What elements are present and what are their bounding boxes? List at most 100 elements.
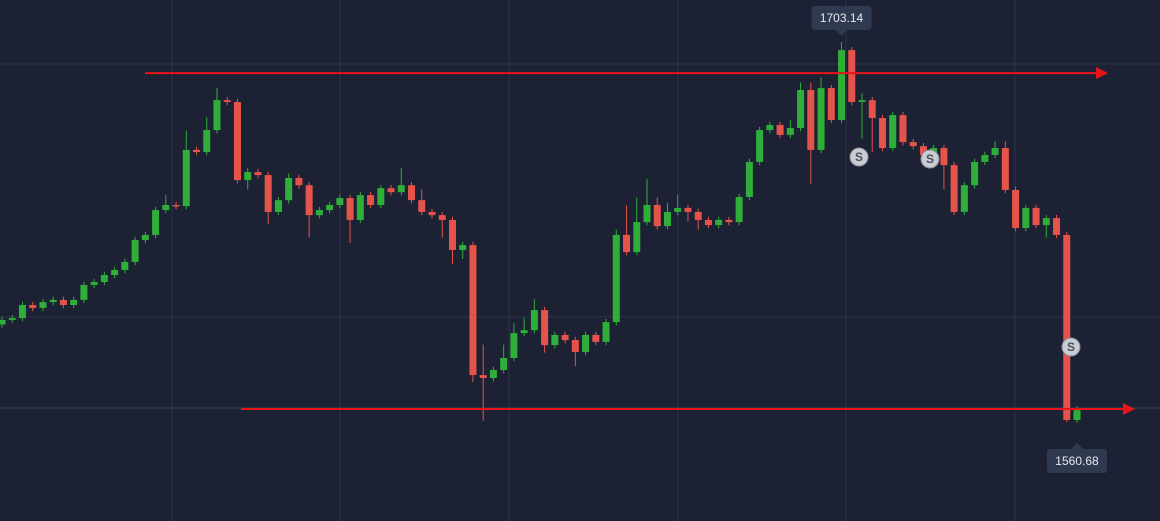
candle-body (500, 357, 508, 370)
candle-body (909, 142, 917, 147)
candle-body (919, 146, 927, 155)
candle-body (213, 100, 221, 131)
candle-body (152, 210, 160, 235)
candle-body (960, 185, 968, 212)
candle-body (70, 299, 78, 306)
candle-body (479, 375, 487, 379)
candle-body (674, 207, 682, 212)
price-tag-label: 1560.68 (1055, 454, 1099, 468)
price-tag (1047, 449, 1107, 473)
candle-body (541, 310, 549, 346)
candle-body (1012, 190, 1020, 228)
candle-body (100, 275, 108, 283)
candle-body (233, 102, 241, 181)
candle-body (725, 219, 733, 223)
candle-body (182, 149, 190, 207)
candle-body (704, 219, 712, 226)
candle-body (981, 154, 989, 162)
candle-body (940, 148, 948, 166)
price-tag-label: 1703.14 (820, 11, 864, 25)
candle-body (141, 234, 149, 241)
candle-body (602, 322, 610, 342)
candle-body (950, 165, 958, 212)
candle-body (469, 245, 477, 376)
candle-body (889, 115, 897, 149)
candle-body (254, 172, 262, 176)
candle-body (59, 299, 67, 306)
candle-body (39, 302, 47, 308)
candle-body (489, 369, 497, 379)
candle-body (274, 200, 282, 212)
candle-body (438, 215, 446, 220)
candle-body (971, 161, 979, 186)
candle-body (193, 149, 201, 153)
price-tag-pointer (1071, 443, 1083, 449)
candle-body (346, 198, 354, 220)
candle-body (684, 207, 692, 212)
candle-body (838, 50, 846, 120)
candle-body (49, 299, 57, 303)
candle-body (551, 334, 559, 346)
candle-body (858, 100, 866, 103)
candle-body (285, 177, 293, 201)
candle-body (868, 100, 876, 119)
event-marker-label: S (855, 150, 863, 164)
candle-body (1001, 148, 1009, 191)
candle-body (520, 330, 528, 334)
candle-body (0, 319, 6, 325)
candle-body (510, 333, 518, 358)
event-marker (920, 149, 940, 169)
candle-body (623, 234, 631, 253)
candle-body (408, 185, 416, 201)
candle-body (786, 127, 794, 135)
candle-body (336, 198, 344, 205)
candle-body (121, 261, 129, 270)
candle-body (315, 210, 323, 216)
candle-body (295, 177, 303, 186)
candle-body (745, 161, 753, 197)
candle-body (326, 204, 334, 211)
candle-body (1053, 218, 1061, 235)
candle-body (418, 200, 426, 212)
candle-body (162, 204, 170, 211)
candle-body (878, 118, 886, 149)
candle-body (305, 185, 313, 216)
candle-body (633, 222, 641, 253)
candle-body (377, 188, 385, 205)
candle-body (172, 204, 180, 207)
candle-body (827, 88, 835, 120)
candle-body (530, 310, 538, 331)
candle-body (776, 125, 784, 135)
event-marker (849, 147, 869, 167)
candle-body (571, 340, 579, 353)
candle-body (459, 245, 467, 250)
candle-body (848, 50, 856, 103)
candle-body (8, 318, 16, 320)
candle-body (735, 196, 743, 223)
candle-body (694, 211, 702, 220)
candle-body (653, 204, 661, 227)
candle-body (582, 334, 590, 353)
level-arrow (1096, 67, 1108, 80)
candle-body (448, 219, 456, 250)
candle-body (817, 88, 825, 150)
candle-body (1022, 207, 1030, 228)
candle-body (367, 195, 375, 205)
candle-body (264, 175, 272, 212)
event-marker (1061, 337, 1081, 357)
candle-body (111, 269, 119, 276)
candle-body (807, 89, 815, 150)
price-tag-pointer (835, 30, 848, 36)
candle-body (715, 219, 723, 226)
candle-body (18, 305, 26, 319)
candle-body (356, 195, 364, 220)
event-marker-label: S (1067, 340, 1075, 354)
candle-body (387, 188, 395, 193)
candle-body (1063, 234, 1071, 421)
candle-body (1073, 410, 1081, 421)
candle-body (29, 305, 37, 308)
candle-body (991, 148, 999, 155)
candle-body (592, 334, 600, 342)
